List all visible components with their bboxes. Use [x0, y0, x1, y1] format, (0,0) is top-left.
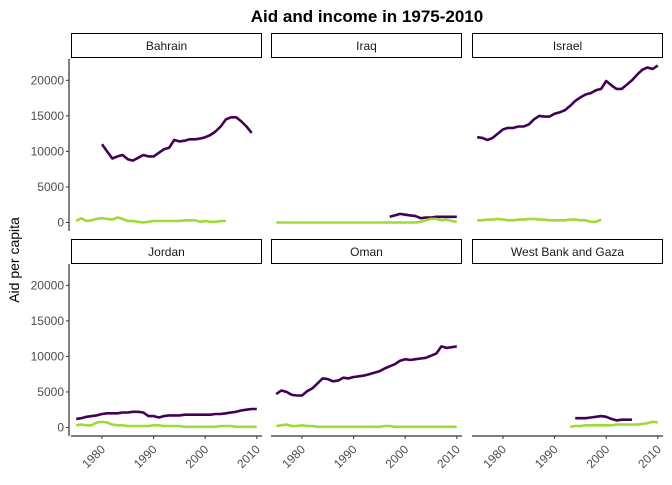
y-tick-label: 20000 [31, 73, 65, 87]
x-tick-label: 2010 [635, 442, 664, 471]
y-tick-label: 15000 [31, 109, 65, 123]
series-line-2 [75, 216, 226, 224]
y-tick-label: 15000 [31, 314, 65, 328]
x-tick-label: 2010 [234, 442, 263, 471]
series-line-2 [76, 420, 257, 429]
panels: 0500010000150002000005000100001500020000… [31, 33, 664, 471]
y-axis-row-2: 0 5000 10000 15000 20000 [31, 264, 70, 436]
chart-title: Aid and income in 1975-2010 [251, 7, 483, 26]
x-tick-label: 2000 [183, 442, 212, 471]
series-line-1 [575, 414, 632, 422]
facet-strip [271, 239, 462, 264]
x-tick-label: 1980 [480, 442, 509, 471]
series-line-1 [477, 64, 659, 142]
panel-israel: Israel [472, 33, 663, 224]
y-tick-label: 0 [57, 215, 64, 229]
panel-iraq: Iraq [271, 33, 462, 224]
panel-west-bank-and-gaza: West Bank and Gaza 1980 1990 2000 2010 [472, 239, 664, 471]
facet-label: Bahrain [146, 39, 187, 53]
facet-label: Jordan [148, 245, 185, 259]
y-axis-label: Aid per capita [6, 217, 22, 303]
y-tick-label: 0 [57, 420, 64, 434]
y-tick-label: 5000 [37, 180, 64, 194]
y-axis-row-1: 0 5000 10000 15000 20000 [31, 59, 70, 231]
facet-strip [71, 239, 262, 264]
series-line-2 [276, 217, 458, 224]
facet-strip [71, 33, 262, 58]
facet-strip [472, 33, 663, 58]
facet-label: Iraq [356, 39, 377, 53]
facet-strip [472, 239, 663, 264]
series-line-1 [100, 116, 253, 162]
series-line-1 [275, 345, 458, 397]
series-line-2 [276, 423, 457, 429]
facet-label: Israel [553, 39, 582, 53]
x-tick-label: 1980 [279, 442, 308, 471]
x-tick-label: 1980 [79, 442, 108, 471]
x-tick-label: 1990 [331, 442, 360, 471]
series-line-1 [76, 407, 257, 421]
y-tick-label: 5000 [37, 385, 64, 399]
panel-bahrain: Bahrain [71, 33, 262, 224]
panel-oman: Oman 1980 1990 2000 2010 [271, 239, 463, 471]
series-line-2 [477, 217, 602, 224]
x-tick-label: 2010 [434, 442, 463, 471]
x-tick-label: 2000 [383, 442, 412, 471]
panel-jordan: Jordan 1980 1990 2000 2010 [71, 239, 263, 471]
facet-label: Oman [350, 245, 383, 259]
y-tick-label: 20000 [31, 278, 65, 292]
facet-strip [271, 33, 462, 58]
x-tick-label: 1990 [131, 442, 160, 471]
facet-label: West Bank and Gaza [511, 245, 625, 259]
x-tick-label: 2000 [584, 442, 613, 471]
series-line-2 [569, 420, 658, 429]
x-tick-label: 1990 [532, 442, 561, 471]
series-line-1 [389, 212, 457, 220]
y-tick-label: 10000 [31, 349, 65, 363]
y-tick-label: 10000 [31, 144, 65, 158]
